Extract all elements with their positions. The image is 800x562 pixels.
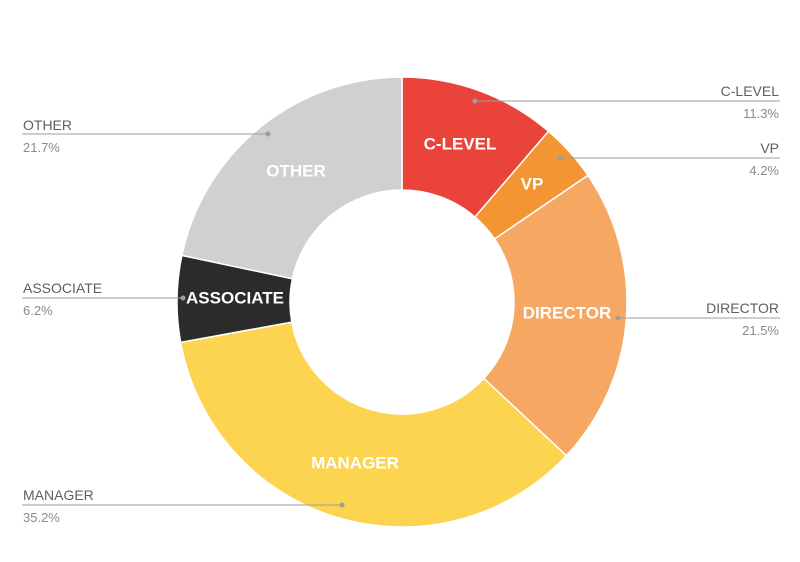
outer-percent-manager: 35.2% (23, 510, 60, 525)
outer-label-associate: ASSOCIATE (23, 280, 102, 296)
inner-label-other: OTHER (266, 161, 326, 180)
outer-label-vp: VP (760, 140, 779, 156)
slice-manager (179, 321, 568, 528)
inner-label-associate: ASSOCIATE (186, 288, 284, 307)
slice-director (482, 174, 628, 457)
callout-dot-c-level (472, 98, 478, 104)
slice-other (180, 76, 403, 280)
inner-label-director: DIRECTOR (523, 303, 611, 322)
outer-label-other: OTHER (23, 117, 72, 133)
outer-percent-associate: 6.2% (23, 303, 53, 318)
outer-labels-layer: C-LEVEL 11.3% VP 4.2% DIRECTOR 21.5% MANAGER 35… (23, 83, 779, 525)
callout-dot-associate (180, 295, 186, 301)
outer-label-c-level: C-LEVEL (721, 83, 780, 99)
outer-percent-director: 21.5% (742, 323, 779, 338)
slices-layer (176, 76, 628, 528)
callout-dot-vp (557, 155, 563, 161)
outer-percent-c-level: 11.3% (743, 106, 779, 121)
inner-label-manager: MANAGER (311, 453, 399, 472)
inner-label-c-level: C-LEVEL (424, 134, 497, 153)
outer-label-director: DIRECTOR (706, 300, 779, 316)
inner-label-vp: VP (521, 174, 544, 193)
callout-lines-layer (22, 98, 780, 508)
outer-percent-other: 21.7% (23, 140, 60, 155)
callout-dot-director (615, 315, 621, 321)
callout-dot-other (265, 131, 271, 137)
callout-dot-manager (339, 502, 345, 508)
outer-label-manager: MANAGER (23, 487, 94, 503)
inner-labels-layer: C-LEVEL VP DIRECTOR MANAGER ASSOCIATE OTHER (186, 134, 611, 472)
outer-percent-vp: 4.2% (749, 163, 779, 178)
